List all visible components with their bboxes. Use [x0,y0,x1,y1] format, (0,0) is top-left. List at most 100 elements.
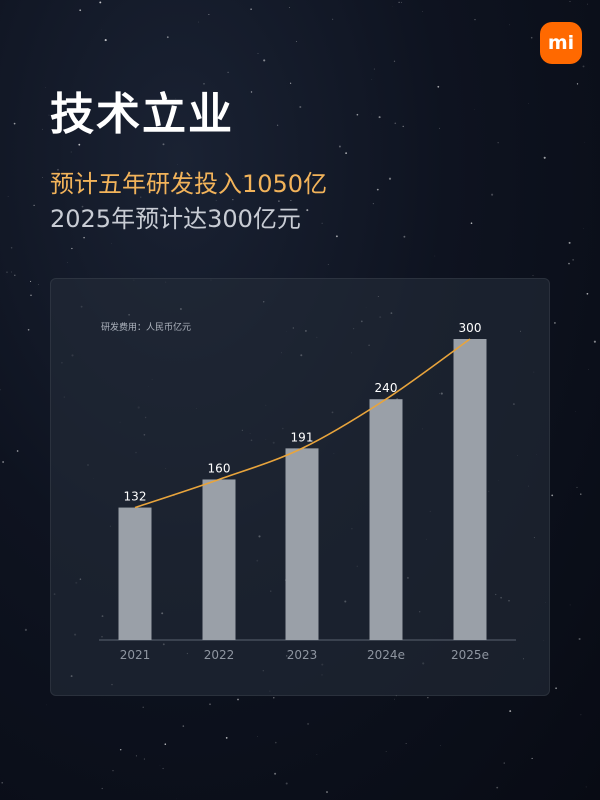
star [257,736,259,737]
star [327,263,329,265]
star [532,275,534,277]
star [278,200,280,203]
star [112,770,114,772]
star [576,486,578,488]
star [321,222,323,224]
star [427,697,429,699]
star [157,188,160,191]
star [401,1,402,3]
star [568,262,570,265]
star [585,786,587,788]
chart-card: 研发费用：人民币亿元 132 2021 160 2022 191 2023 240 2024e… [50,278,550,696]
star [422,11,424,13]
star [497,142,499,144]
star [543,156,546,159]
star [398,1,400,4]
star [584,141,586,143]
star [373,68,375,70]
bar-2021 [118,507,152,640]
star [307,722,310,725]
x-tick-2021: 2021 [120,648,151,662]
star [6,271,8,274]
bar-2024e [369,399,403,640]
data-label-2021: 132 [124,490,147,504]
mi-logo: mi [540,22,582,64]
star [439,127,441,129]
star [88,133,90,135]
star [7,195,9,197]
star [104,39,107,42]
star [42,177,44,178]
star [142,706,144,708]
star [208,14,210,16]
star [232,199,234,201]
star [13,122,16,125]
star [45,87,47,88]
star [48,114,50,116]
star [295,41,297,43]
star [164,743,167,745]
data-label-2023: 191 [291,430,314,444]
star [166,36,169,39]
star [394,122,397,125]
star [162,143,165,146]
star [57,168,59,171]
star [394,698,395,700]
star [100,29,102,31]
star [580,714,582,716]
star [198,21,199,23]
star [553,321,556,324]
star [215,200,217,201]
star [38,284,39,285]
star [335,235,338,238]
star [238,215,240,218]
star [371,79,373,80]
star [275,741,277,744]
star [237,698,239,701]
star [580,493,582,495]
star [119,748,122,751]
star [42,128,43,130]
star [162,767,164,770]
star [531,757,533,759]
star [568,241,571,244]
star [209,703,211,706]
star [402,125,404,128]
star [135,755,137,757]
star [0,389,1,391]
star [491,193,494,196]
star [316,754,318,755]
star [572,259,574,261]
star [290,199,292,202]
star [143,758,145,760]
data-label-2025e: 300 [459,321,482,335]
star [530,36,533,39]
star [46,704,47,706]
star [2,461,4,463]
star [101,787,103,790]
star [289,82,292,84]
star [393,60,396,62]
star [332,18,334,20]
star [30,294,32,296]
star [227,71,229,74]
star [403,235,406,238]
chart-unit-label: 研发费用：人民币亿元 [101,323,192,333]
star [11,271,13,273]
star [582,65,585,68]
star [274,772,277,775]
star [81,205,84,208]
star [551,494,554,497]
bar-2023 [285,448,319,640]
x-tick-2025e: 2025e [451,648,489,662]
star [587,3,588,5]
subtitle-primary: 预计五年研发投入1050亿 [50,170,328,198]
star [474,18,476,21]
star [326,791,328,793]
star [372,203,374,205]
star [140,196,142,198]
bar-2022 [202,479,236,640]
star [503,762,505,764]
star [285,782,288,785]
star [569,1,571,2]
